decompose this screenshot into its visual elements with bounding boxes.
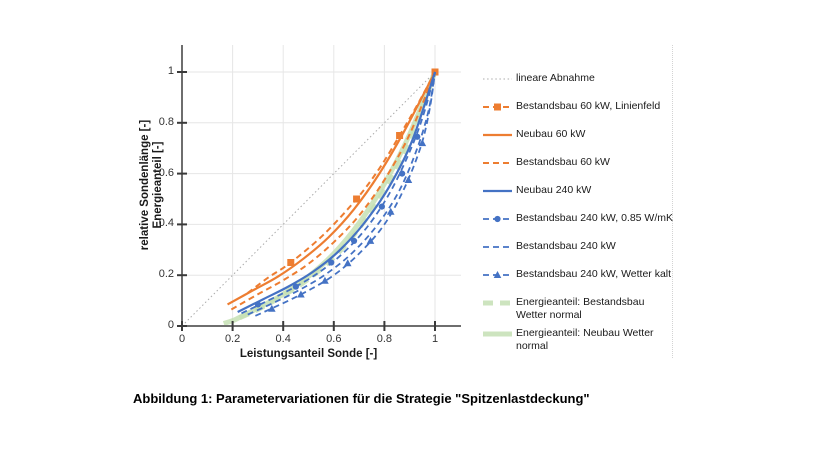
legend-item: Bestandsbau 240 kW bbox=[482, 240, 682, 268]
legend-sample-solid bbox=[483, 133, 512, 137]
y-axis-title-line1: relative Sondenlänge [-] bbox=[139, 119, 151, 251]
legend-item: Bestandsbau 240 kW, Wetter kalt bbox=[482, 268, 682, 296]
legend-sample-dashed-square bbox=[483, 103, 512, 111]
legend-label: Neubau 240 kW bbox=[516, 184, 592, 196]
legend-label: Bestandsbau 240 kW bbox=[516, 240, 616, 252]
legend-item: lineare Abnahme bbox=[482, 72, 682, 100]
x-tick-label: 1 bbox=[431, 333, 439, 345]
series-line-0 bbox=[181, 71, 436, 327]
figure-caption: Abbildung 1: Parametervariationen für di… bbox=[133, 391, 590, 406]
marker-square bbox=[287, 259, 295, 266]
marker-triangle bbox=[366, 236, 375, 244]
legend-item: Energieanteil: Neubau Wetter normal bbox=[482, 327, 682, 358]
legend-label: Neubau 60 kW bbox=[516, 128, 586, 140]
series-line-7 bbox=[254, 71, 436, 317]
marker-square bbox=[396, 132, 404, 139]
series-line-2 bbox=[227, 71, 436, 306]
legend-item: Bestandsbau 60 kW, Linienfeld bbox=[482, 100, 682, 128]
legend-sample-dotted bbox=[483, 78, 512, 80]
legend-label: Energieanteil: Bestandsbau Wetter normal bbox=[516, 296, 645, 321]
y-tick-label: 0.2 bbox=[158, 268, 174, 281]
y-tick-label: 0.6 bbox=[158, 166, 174, 179]
figure-right-dotted-rule bbox=[672, 45, 673, 358]
y-axis-title: relative Sondenlänge [-] Energieanteil [… bbox=[139, 70, 165, 300]
x-tick-label: 0.8 bbox=[376, 333, 393, 345]
legend-sample-dashed bbox=[483, 246, 512, 248]
legend-label: Bestandsbau 240 kW, Wetter kalt bbox=[516, 268, 672, 280]
marker-triangle bbox=[268, 304, 276, 312]
series-line-4 bbox=[237, 71, 437, 314]
marker-circle bbox=[378, 203, 385, 210]
legend-sample-dashed-circle bbox=[483, 215, 512, 223]
legend-item: Bestandsbau 240 kW, 0.85 W/mK bbox=[482, 212, 682, 240]
legend-label: lineare Abnahme bbox=[516, 72, 595, 84]
legend-label: Bestandsbau 60 kW bbox=[516, 156, 610, 168]
marker-triangle bbox=[343, 259, 352, 267]
legend-item: Neubau 240 kW bbox=[482, 184, 682, 212]
y-tick-label: 0.8 bbox=[158, 115, 174, 128]
marker-triangle bbox=[404, 175, 413, 183]
series-line-6 bbox=[247, 71, 436, 316]
x-tick-label: 0.6 bbox=[326, 333, 342, 345]
legend-item: Neubau 60 kW bbox=[482, 128, 682, 156]
marker-square bbox=[353, 195, 361, 203]
series-line-5 bbox=[241, 71, 436, 315]
series-line-8 bbox=[222, 71, 438, 326]
legend-sample-greendash bbox=[483, 300, 512, 306]
series-line-3 bbox=[230, 71, 436, 311]
marker-circle bbox=[350, 237, 358, 245]
legend-sample-dashed-triangle bbox=[483, 271, 512, 278]
marker-circle bbox=[328, 259, 335, 266]
x-tick-label: 0.4 bbox=[275, 333, 291, 345]
y-tick-label: 0.4 bbox=[158, 217, 174, 230]
marker-circle bbox=[399, 170, 406, 177]
legend-label: Bestandsbau 60 kW, Linienfeld bbox=[516, 100, 661, 112]
legend-sample-solid bbox=[483, 331, 512, 337]
legend-sample-solid bbox=[483, 189, 512, 193]
legend-label: Bestandsbau 240 kW, 0.85 W/mK bbox=[516, 212, 673, 224]
y-axis-title-line2: Energieanteil [-] bbox=[152, 141, 164, 229]
marker-triangle bbox=[386, 207, 395, 215]
x-tick-label: 0.2 bbox=[224, 333, 241, 345]
x-axis-title: Leistungsanteil Sonde [-] bbox=[239, 348, 378, 360]
y-tick-label: 1 bbox=[167, 65, 174, 77]
marker-triangle bbox=[297, 290, 305, 298]
marker-circle bbox=[414, 133, 421, 140]
marker-circle bbox=[254, 301, 261, 308]
legend-item: Energieanteil: Bestandsbau Wetter normal bbox=[482, 296, 682, 327]
legend-item: Bestandsbau 60 kW bbox=[482, 156, 682, 184]
legend-label: Energieanteil: Neubau Wetter normal bbox=[516, 327, 654, 352]
legend-sample-dashed bbox=[483, 162, 512, 164]
marker-circle bbox=[292, 283, 299, 290]
y-tick-label: 0 bbox=[167, 319, 174, 331]
marker-triangle bbox=[321, 276, 329, 284]
marker-triangle bbox=[418, 139, 427, 147]
x-tick-label: 0 bbox=[178, 333, 186, 345]
legend: lineare Abnahme Bestandsbau 60 kW, Linien… bbox=[482, 72, 682, 358]
